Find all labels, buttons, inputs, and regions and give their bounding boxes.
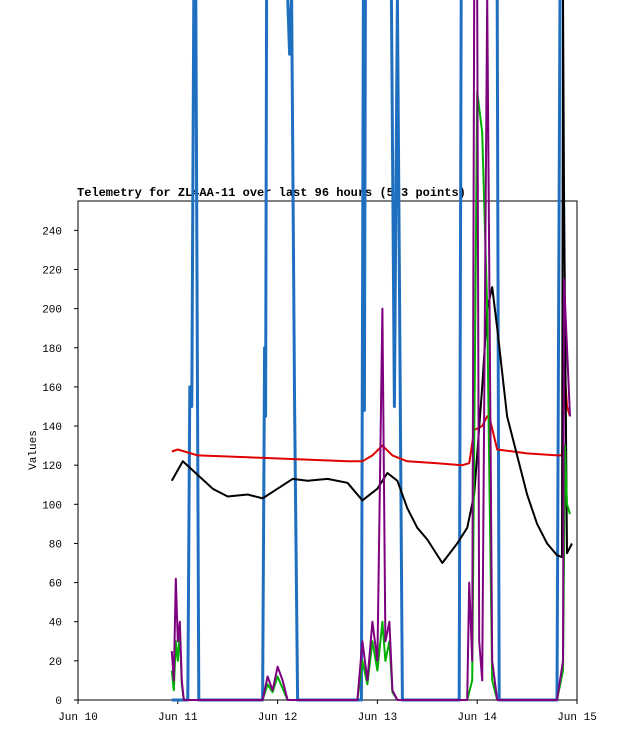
y-tick-label: 120 (42, 461, 62, 473)
y-axis-label: Values (28, 430, 40, 470)
x-tick-label: Jun 13 (358, 712, 398, 724)
x-tick-label: Jun 15 (557, 712, 597, 724)
x-tick-label: Jun 11 (158, 712, 198, 724)
series-line (170, 0, 573, 564)
series-line (171, 376, 571, 467)
y-tick-label: 100 (42, 500, 62, 512)
series-line (170, 0, 571, 701)
x-tick-label: Jun 12 (258, 712, 298, 724)
y-tick-label: 20 (49, 657, 62, 669)
y-tick-label: 180 (42, 344, 62, 356)
chart-title: Telemetry for ZL4AA-11 over last 96 hour… (77, 186, 466, 200)
y-tick-label: 40 (49, 618, 62, 630)
y-tick-label: 160 (42, 383, 62, 395)
y-tick-label: 80 (49, 539, 62, 551)
series-line (170, 90, 571, 701)
y-tick-label: 140 (42, 422, 62, 434)
y-tick-label: 240 (42, 226, 62, 238)
x-tick-label: Jun 14 (457, 712, 497, 724)
y-tick-label: 0 (55, 696, 62, 708)
y-tick-label: 220 (42, 265, 62, 277)
y-tick-label: 200 (42, 305, 62, 317)
y-tick-label: 60 (49, 579, 62, 591)
x-tick-label: Jun 10 (58, 712, 98, 724)
series-line (171, 0, 562, 702)
